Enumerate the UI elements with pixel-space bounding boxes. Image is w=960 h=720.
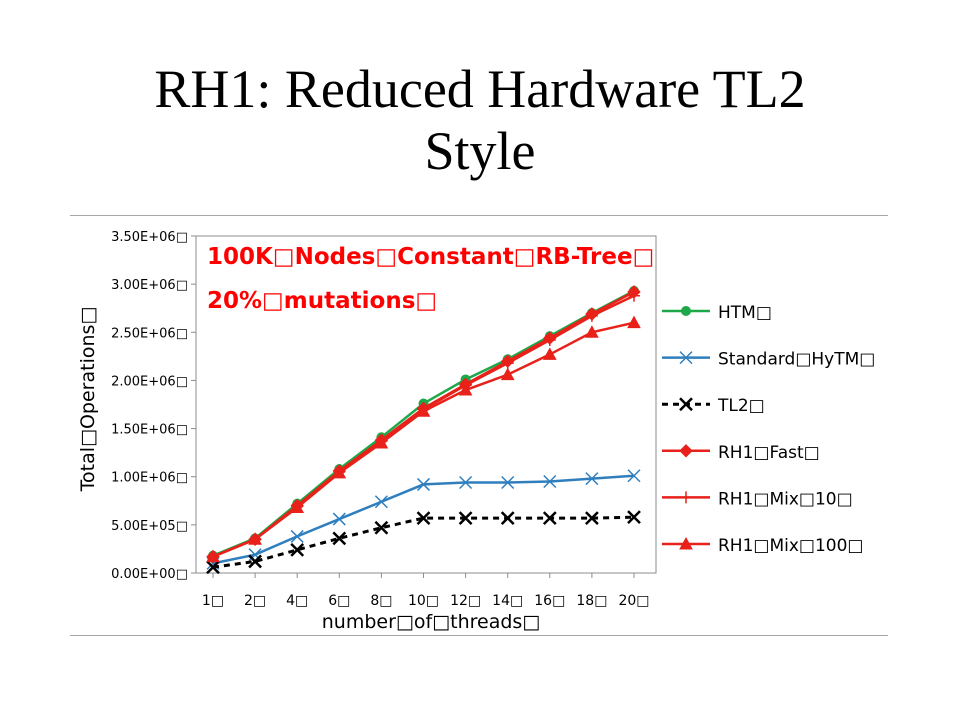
data-point [585,309,598,322]
series-line [212,289,635,557]
x-tick-label: 4□ [286,593,308,609]
y-tick-label: 3.00E+06□ [111,278,188,293]
legend-marker [679,536,693,550]
data-point [500,511,515,526]
data-point [206,549,220,563]
x-tick-label: 8□ [370,593,392,609]
x-tick-label: 16□ [534,593,565,609]
legend-marker [679,444,693,458]
x-tick-label: 6□ [328,593,350,609]
chart-legend: HTM□ Standard□HyTM□ TL2□ RH1□Fast□ RH1□Mix□1… [662,303,875,556]
series-line [212,515,635,569]
x-tick-label: 20□ [618,593,649,609]
data-point [248,554,262,569]
y-tick-label: 2.50E+06□ [111,326,188,341]
data-point [542,347,557,360]
y-axis-title: Total□Operations□ [77,307,99,493]
y-tick-label: 1.00E+06□ [111,471,188,486]
data-point [290,543,305,557]
data-point [501,475,515,490]
data-point [459,475,473,490]
data-point [585,472,599,486]
data-point [627,469,641,483]
data-point [332,531,347,546]
data-point [416,511,431,526]
chart-series [206,285,641,575]
x-tick-label: 10□ [408,593,439,609]
data-point [332,465,347,479]
x-tick-label: 18□ [576,593,607,609]
data-point [290,500,305,514]
chart-annotation-line-2: 20%□mutations□ [207,288,437,314]
chart-axes: 0.00E+00□ 5.00E+05□ 1.00E+06□ 1.50E+06□ 2.00… [111,230,657,609]
legend-item-4: RH1□Fast□ [662,443,820,463]
x-tick-label: 14□ [492,593,523,609]
x-axis-title: number□of□threads□ [322,611,541,633]
x-tick-label: 12□ [450,593,481,609]
y-tick-label: 1.50E+06□ [111,423,188,438]
series-6 [206,315,641,563]
slide-title-line-2: Style [424,121,536,181]
data-point [374,495,388,509]
data-point [416,477,431,491]
legend-label: Standard□HyTM□ [718,350,875,370]
data-point [500,367,515,381]
series-5 [207,289,640,563]
x-tick-label: 1□ [202,593,224,609]
data-point [458,511,473,526]
data-point [628,289,640,302]
legend-marker [679,397,693,412]
y-tick-label: 5.00E+05□ [111,519,188,534]
y-tick-label: 0.00E+00□ [111,567,188,582]
legend-item-2: Standard□HyTM□ [662,350,875,370]
series-3 [206,510,641,575]
plot-area [195,235,657,574]
data-point [585,511,599,526]
legend-label: TL2□ [717,396,765,416]
data-point [206,560,220,575]
data-point [543,333,556,346]
legend-marker [680,491,692,504]
y-tick-label: 3.50E+06□ [111,230,188,245]
data-point [501,357,514,370]
data-point [542,511,557,526]
data-point [290,529,304,543]
legend-marker [679,351,693,365]
legend-label: RH1□Mix□100□ [718,536,864,556]
top-divider [70,215,888,216]
legend-item-5: RH1□Mix□10□ [662,489,853,509]
bottom-divider [70,635,888,636]
chart-annotation-line-1: 100K□Nodes□Constant□RB-Tree□ [207,244,654,270]
series-2 [206,469,641,570]
data-point [627,315,641,329]
series-4 [206,285,641,564]
data-point [332,512,346,526]
legend-item-6: RH1□Mix□100□ [662,536,864,556]
legend-marker [681,306,691,316]
data-point [585,325,599,338]
data-point [543,474,557,489]
slide-title: RH1: Reduced Hardware TL2 Style [0,58,960,182]
chart-labels: 100K□Nodes□Constant□RB-Tree□ 20%□mutatio… [77,244,654,633]
legend-item-3: TL2□ [662,396,765,416]
slide-title-line-1: RH1: Reduced Hardware TL2 [154,59,806,119]
data-point [627,510,641,525]
data-point [458,383,473,396]
data-point [416,404,431,417]
legend-label: HTM□ [718,303,772,323]
data-point [374,435,389,449]
legend-label: RH1□Mix□10□ [718,489,853,509]
legend-label: RH1□Fast□ [718,443,820,463]
data-point [374,520,389,535]
legend-item-1: HTM□ [662,303,772,323]
data-point [248,532,262,545]
y-tick-label: 2.00E+06□ [111,374,188,389]
x-tick-label: 2□ [244,593,266,609]
